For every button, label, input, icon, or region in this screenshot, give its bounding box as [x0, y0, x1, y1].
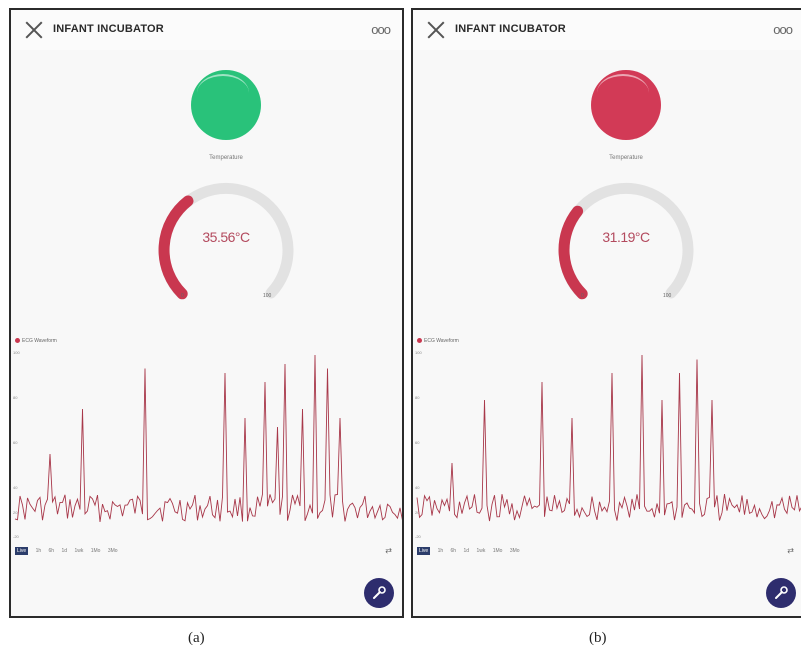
range-1wk[interactable]: 1wk: [476, 548, 486, 554]
y-tick: 40: [415, 485, 420, 490]
gauge-label: Temperature: [209, 155, 243, 161]
close-icon[interactable]: [425, 19, 447, 41]
y-tick: 80: [13, 395, 18, 400]
range-3mo[interactable]: 3Mo: [107, 548, 118, 554]
temperature-value: 35.56°C: [202, 229, 250, 245]
gauge-fill: [558, 205, 588, 300]
status-indicator-led: [191, 70, 261, 140]
settings-fab-button[interactable]: [364, 578, 394, 608]
y-tick: 100: [415, 350, 422, 355]
export-icon[interactable]: ⇄: [787, 546, 794, 555]
app-title: INFANT INCUBATOR: [455, 23, 566, 35]
gauge-fill: [158, 195, 194, 300]
close-icon[interactable]: [23, 19, 45, 41]
y-tick: 100: [13, 350, 20, 355]
range-1h[interactable]: 1h: [35, 548, 42, 554]
app-header: INFANT INCUBATOR ooo: [11, 10, 402, 50]
figure-caption-b: (b): [589, 630, 607, 646]
ecg-waveform-line: [14, 354, 402, 522]
range-1mo[interactable]: 1Mo: [492, 548, 503, 554]
range-1mo[interactable]: 1Mo: [90, 548, 101, 554]
y-tick: -20: [415, 534, 421, 539]
temperature-gauge: [558, 182, 694, 300]
app-header: INFANT INCUBATOR ooo: [413, 10, 801, 50]
range-1wk[interactable]: 1wk: [74, 548, 84, 554]
y-tick: 80: [415, 395, 420, 400]
range-3mo[interactable]: 3Mo: [509, 548, 520, 554]
wrench-icon: [775, 586, 788, 599]
app-title: INFANT INCUBATOR: [53, 23, 164, 35]
range-1d[interactable]: 1d: [463, 548, 470, 554]
gauge-label: Temperature: [609, 155, 643, 161]
range-1d[interactable]: 1d: [61, 548, 68, 554]
more-options-icon[interactable]: ooo: [371, 22, 391, 37]
gauge-min-label: 0: [581, 293, 584, 299]
settings-fab-button[interactable]: [766, 578, 796, 608]
legend-label: ECG Waveform: [424, 338, 459, 344]
range-1h[interactable]: 1h: [437, 548, 444, 554]
ecg-waveform-line: [416, 354, 801, 522]
time-range-selector: Live 1h 6h 1d 1wk 1Mo 3Mo: [15, 547, 124, 555]
chart-legend: ECG Waveform: [417, 338, 459, 344]
legend-dot: [15, 338, 20, 344]
ecg-waveform-chart: [14, 354, 402, 522]
chart-legend: ECG Waveform: [15, 338, 57, 344]
legend-dot: [417, 338, 422, 344]
range-6h[interactable]: 6h: [48, 548, 55, 554]
range-live[interactable]: Live: [417, 547, 431, 555]
export-icon[interactable]: ⇄: [385, 546, 392, 555]
ecg-waveform-chart: [416, 354, 801, 522]
y-tick: 20: [13, 510, 18, 515]
y-tick: 40: [13, 485, 18, 490]
range-live[interactable]: Live: [15, 547, 29, 555]
y-tick: 60: [13, 440, 18, 445]
y-tick: -20: [13, 534, 19, 539]
time-range-selector: Live 1h 6h 1d 1wk 1Mo 3Mo: [417, 547, 526, 555]
gauge-max-label: 100: [263, 293, 272, 299]
wrench-icon: [373, 586, 386, 599]
temperature-value: 31.19°C: [602, 229, 650, 245]
incubator-panel-b: INFANT INCUBATOR ooo Temperature 31.19°C…: [411, 8, 801, 618]
gauge-max-label: 100: [663, 293, 672, 299]
more-options-icon[interactable]: ooo: [773, 22, 793, 37]
incubator-panel-a: INFANT INCUBATOR ooo Temperature 35.56°C…: [9, 8, 404, 618]
figure-caption-a: (a): [188, 630, 205, 646]
y-tick: 60: [415, 440, 420, 445]
range-6h[interactable]: 6h: [450, 548, 457, 554]
y-tick: 20: [415, 510, 420, 515]
temperature-gauge: [158, 182, 294, 300]
gauge-min-label: 0: [181, 293, 184, 299]
legend-label: ECG Waveform: [22, 338, 57, 344]
status-indicator-led: [591, 70, 661, 140]
